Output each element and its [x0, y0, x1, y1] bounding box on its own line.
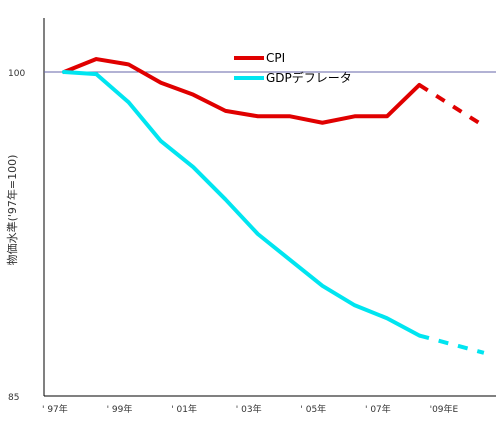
- legend: CPI GDPデフレータ: [234, 51, 352, 85]
- series-layer: [62, 57, 485, 355]
- series-cpi-point: [288, 114, 292, 118]
- series-gdp-deflator-point: [224, 197, 228, 201]
- series-gdp-deflator-point: [62, 70, 66, 74]
- series-cpi-point: [94, 57, 98, 61]
- series-gdp-deflator-point: [127, 100, 131, 104]
- series-gdp-deflator-point: [159, 139, 163, 143]
- x-tick-label: ' 99年: [107, 403, 133, 415]
- series-gdp-deflator-line: [62, 70, 422, 338]
- y-tick-labels: 100 85: [8, 69, 25, 403]
- y-tick-label: 100: [8, 69, 25, 79]
- series-gdp-deflator-point: [288, 258, 292, 262]
- series-cpi-point: [385, 114, 389, 118]
- x-tick-label: ' 01年: [171, 403, 197, 415]
- series-gdp-deflator-point: [320, 284, 324, 288]
- series-gdp-deflator-point: [385, 316, 389, 320]
- series-cpi-point: [191, 93, 195, 97]
- x-tick-label: '09年E: [430, 403, 459, 415]
- series-gdp-deflator-point: [94, 72, 98, 76]
- series-cpi-point: [224, 109, 228, 113]
- legend-label: GDPデフレータ: [266, 70, 352, 85]
- series-gdp-deflator-point: [353, 303, 357, 307]
- series-cpi-forecast-line: [418, 83, 485, 128]
- series-gdp-deflator-point: [191, 165, 195, 169]
- series-cpi-point: [256, 114, 260, 118]
- series-cpi-point: [353, 114, 357, 118]
- axes: [43, 18, 496, 397]
- series-gdp-deflator-point: [256, 232, 260, 236]
- series-cpi-point: [320, 121, 324, 125]
- x-tick-label: ' 03年: [236, 403, 262, 415]
- series-cpi-line: [62, 57, 422, 125]
- x-tick-labels: ' 97年 ' 99年 ' 01年 ' 03年 ' 05年 ' 07年 '09年E: [42, 403, 459, 415]
- series-gdp-deflator-forecast-line: [418, 333, 485, 355]
- y-tick-label: 85: [8, 393, 19, 403]
- series-cpi-point: [127, 62, 131, 66]
- series-cpi-point: [159, 81, 163, 85]
- y-axis-label: 物価水準('97年=100): [5, 155, 19, 266]
- legend-label: CPI: [266, 51, 285, 65]
- x-tick-label: ' 07年: [365, 403, 391, 415]
- x-tick-label: ' 97年: [42, 403, 68, 415]
- x-tick-label: ' 05年: [300, 403, 326, 415]
